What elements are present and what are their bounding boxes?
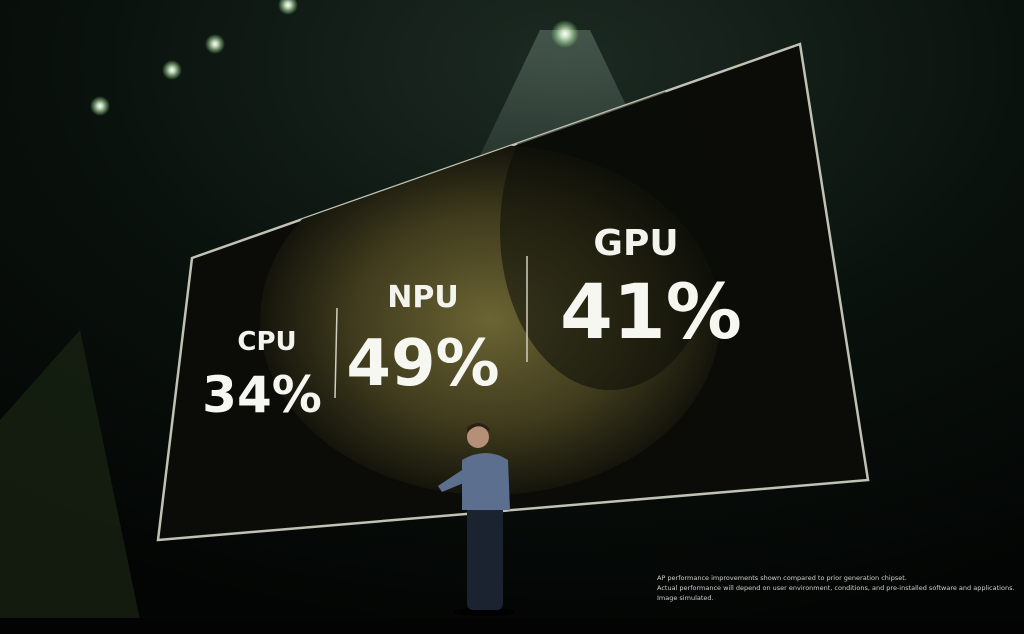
stat-label: CPU	[237, 327, 296, 357]
stat-value: 49%	[346, 327, 499, 401]
side-glow	[0, 330, 140, 634]
stat-value: 41%	[560, 267, 742, 356]
footnote: AP performance improvements shown compar…	[657, 574, 907, 582]
stat-label: NPU	[387, 280, 458, 315]
stat-label: GPU	[593, 223, 678, 264]
stat-value: 34%	[202, 366, 322, 424]
divider	[334, 307, 338, 399]
footnote: Actual performance will depend on user e…	[657, 584, 1015, 592]
footnote: Image simulated.	[657, 594, 714, 602]
stage-lights	[90, 0, 579, 116]
presenter	[438, 423, 514, 616]
stage-floor	[0, 618, 1024, 634]
screen: CPU 34% NPU 49% GPU 41%	[156, 42, 870, 542]
